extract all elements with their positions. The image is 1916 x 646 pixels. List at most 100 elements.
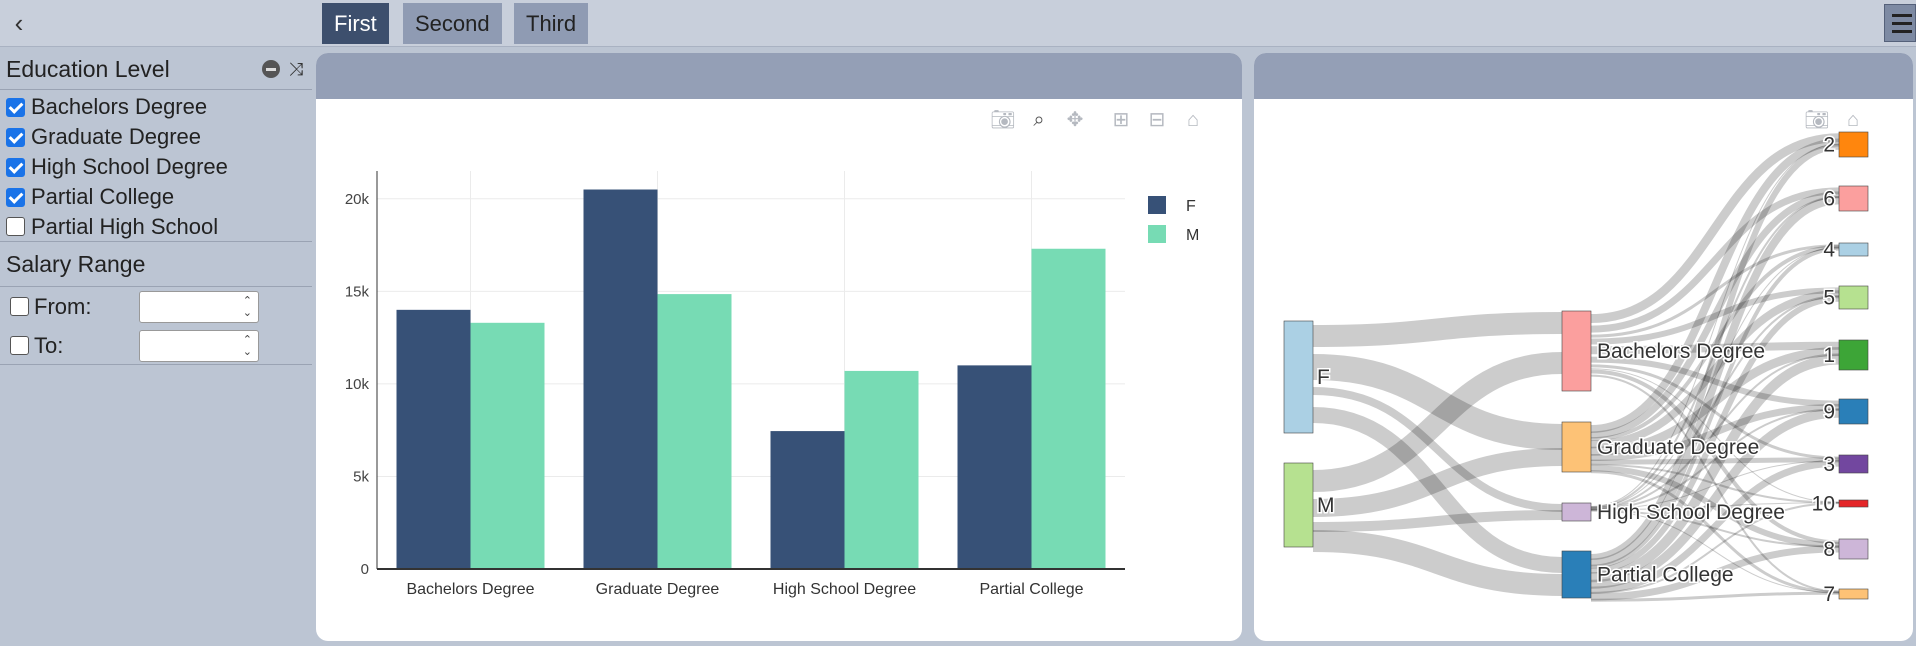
education-option-high-school[interactable]: High School Degree xyxy=(0,152,312,182)
sankey-link xyxy=(1590,247,1840,508)
x-tick-label: Graduate Degree xyxy=(596,581,720,598)
sankey-link xyxy=(1590,290,1840,449)
salary-from-input[interactable]: ⌃ ⌄ xyxy=(139,291,259,323)
checkbox-bachelors[interactable] xyxy=(6,97,25,117)
top-bar: ‹ First Second Third xyxy=(0,0,1916,47)
chevron-left-icon: ‹ xyxy=(14,8,24,38)
sankey-link xyxy=(1590,465,1840,548)
camera-icon[interactable]: 📷︎ xyxy=(990,109,1016,131)
sankey-link xyxy=(1590,354,1840,583)
x-tick-label: Partial College xyxy=(979,581,1083,598)
zoom-in-icon[interactable]: ⊞ xyxy=(1112,109,1130,131)
sankey-node xyxy=(1838,242,1869,257)
sankey-node-label: Partial College xyxy=(1597,564,1734,587)
sankey-link xyxy=(1590,369,1840,545)
collapse-minus-icon[interactable] xyxy=(262,60,280,78)
education-level-title: Education Level xyxy=(6,56,170,82)
sankey-node-label: M xyxy=(1317,494,1335,517)
menu-button[interactable] xyxy=(1884,4,1916,42)
zoom-icon[interactable]: ⌕ xyxy=(1033,109,1045,131)
checkbox-salary-to[interactable] xyxy=(10,336,29,355)
education-option-partial-college[interactable]: Partial College xyxy=(0,182,312,212)
sankey-node xyxy=(1561,502,1592,522)
sankey-link xyxy=(1312,407,1563,573)
sankey-node xyxy=(1838,538,1869,560)
sankey-link xyxy=(1590,457,1840,465)
sankey-link xyxy=(1590,408,1840,511)
salary-to-input[interactable]: ⌃ ⌄ xyxy=(139,330,259,362)
sankey-node-label: 4 xyxy=(1823,239,1835,262)
sankey-node xyxy=(1838,285,1869,310)
bar-m xyxy=(844,370,919,569)
tab-second[interactable]: Second xyxy=(403,3,502,44)
sankey-link xyxy=(1590,356,1840,407)
sankey-node xyxy=(1561,550,1592,599)
y-tick-label: 15k xyxy=(345,283,370,300)
y-tick-label: 5k xyxy=(353,468,369,485)
tab-third[interactable]: Third xyxy=(514,3,589,44)
home-icon[interactable]: ⌂ xyxy=(1846,109,1860,131)
sankey-link xyxy=(1312,312,1563,347)
sankey-link xyxy=(1312,354,1563,450)
option-label: Partial College xyxy=(31,184,175,209)
x-tick-label: High School Degree xyxy=(773,581,916,598)
sankey-links xyxy=(1312,133,1840,602)
zoom-out-icon[interactable]: ⊟ xyxy=(1148,109,1166,131)
sankey-link xyxy=(1590,353,1840,510)
checkbox-partial-high-school[interactable] xyxy=(6,217,25,236)
education-level-header: Education Level ⤨ xyxy=(0,48,312,90)
education-option-bachelors[interactable]: Bachelors Degree xyxy=(0,92,312,122)
sankey-panel-header xyxy=(1254,53,1913,99)
bar-f xyxy=(583,189,658,569)
salary-to-label: To: xyxy=(34,333,64,358)
sankey-link xyxy=(1590,195,1840,509)
sankey-link xyxy=(1312,448,1563,517)
sankey-link xyxy=(1590,470,1840,594)
legend-label: F xyxy=(1186,198,1196,215)
sankey-link xyxy=(1590,133,1840,323)
y-tick-label: 10k xyxy=(345,376,370,393)
education-option-graduate[interactable]: Graduate Degree xyxy=(0,122,312,152)
tab-first[interactable]: First xyxy=(322,3,389,44)
option-label: Bachelors Degree xyxy=(31,94,208,119)
sankey-link xyxy=(1590,191,1840,439)
y-tick-label: 20k xyxy=(345,191,370,208)
checkbox-high-school[interactable] xyxy=(6,157,25,177)
sankey-diagram: F M Bachelors Degree Graduate Degree High Sc… xyxy=(1283,131,1869,608)
sankey-node xyxy=(1561,310,1592,392)
camera-icon[interactable]: 📷︎ xyxy=(1804,109,1830,131)
bar-m xyxy=(470,322,545,569)
sankey-link xyxy=(1590,138,1840,433)
pan-icon[interactable]: ✥ xyxy=(1066,109,1084,131)
sankey-node-label: 3 xyxy=(1823,453,1835,476)
legend-swatch-m xyxy=(1148,225,1166,243)
sankey-link xyxy=(1590,545,1840,601)
sankey-node-label: 1 xyxy=(1823,344,1835,367)
home-icon[interactable]: ⌂ xyxy=(1186,109,1200,131)
sankey-link xyxy=(1590,246,1840,569)
sankey-node-label: Graduate Degree xyxy=(1597,436,1759,459)
checkbox-graduate[interactable] xyxy=(6,127,25,147)
checkbox-partial-college[interactable] xyxy=(6,187,25,207)
salary-range-title: Salary Range xyxy=(6,251,146,277)
option-label: High School Degree xyxy=(31,154,228,179)
sankey-link xyxy=(1590,463,1840,504)
back-button[interactable]: ‹ xyxy=(6,8,32,38)
sankey-node xyxy=(1838,185,1869,212)
bar-chart: 0 5k 10k 15k 20k Bachelors Degree Graduate Deg… xyxy=(345,171,1199,598)
sankey-link xyxy=(1590,591,1840,602)
bar-m xyxy=(1031,248,1106,569)
bar-chart-panel: 📷︎ ⌕ ✥ ⊞ ⊟ ⌂ 0 5k 10k 15k 20k Bachelors Degre… xyxy=(316,53,1242,641)
sankey-node-label: 9 xyxy=(1823,401,1835,424)
sankey-node xyxy=(1838,339,1869,371)
hamburger-menu-icon xyxy=(1892,14,1912,17)
sankey-modebar: 📷︎ ⌂ xyxy=(1804,108,1866,132)
sankey-link xyxy=(1590,196,1840,567)
menu-line xyxy=(1892,22,1912,25)
checkbox-salary-from[interactable] xyxy=(10,297,29,316)
spinner-icon[interactable]: ⌃ ⌄ xyxy=(242,295,252,319)
shuffle-icon[interactable]: ⤨ xyxy=(288,59,304,79)
bar-chart-panel-header xyxy=(316,53,1242,99)
education-option-partial-high-school[interactable]: Partial High School xyxy=(0,212,312,242)
spinner-icon[interactable]: ⌃ ⌄ xyxy=(242,334,252,358)
